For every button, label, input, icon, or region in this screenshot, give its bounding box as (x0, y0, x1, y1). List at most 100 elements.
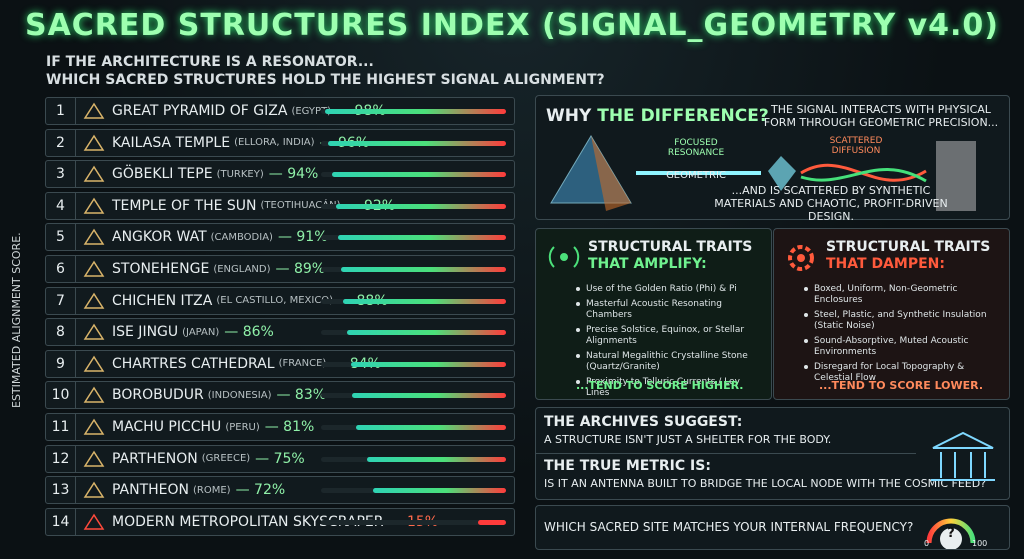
rank: 3 (46, 161, 76, 188)
trait-list: Use of the Golden Ratio (Phi) & Pi Master… (576, 284, 766, 403)
trait: Precise Solstice, Equinox, or Stellar Al… (576, 325, 766, 347)
site-name: CHARTRES CATHEDRAL (112, 355, 275, 372)
gauge-mark: ? (947, 526, 955, 541)
site-name: KAILASA TEMPLE (112, 134, 231, 151)
score-bar (367, 456, 506, 462)
outro: ...AND IS SCATTERED BY SYNTHETIC MATERIA… (714, 184, 948, 223)
icon-shape (83, 229, 105, 246)
score-bar (324, 109, 506, 114)
icon-shape (83, 102, 105, 119)
site-name: ISE JINGU (112, 324, 179, 341)
trait: Use of the Golden Ratio (Phi) & Pi (576, 284, 766, 295)
site-location: (JAPAN) (182, 326, 220, 338)
score-bar (328, 140, 506, 146)
rank: 9 (46, 350, 76, 377)
site-location: (ELLORA, INDIA) (234, 137, 315, 149)
site-icon (76, 351, 112, 377)
bar-track (321, 519, 506, 525)
subtitle: IF THE ARCHITECTURE IS A RESONATOR... (46, 54, 374, 70)
trait: Steel, Plastic, and Synthetic Insulation… (804, 310, 1004, 332)
ranking-row: 13 PANTHEON (ROME) — 72% (45, 476, 515, 505)
rank: 12 (46, 445, 76, 472)
icon-shape (83, 418, 105, 435)
site-name: MODERN METROPOLITAN SKYSCRAPER (112, 513, 384, 530)
panel-subtitle: THAT DAMPEN: (826, 256, 945, 272)
site-icon (76, 193, 112, 219)
site-icon (76, 288, 112, 314)
panel-title: STRUCTURAL TRAITS (826, 239, 991, 255)
rank: 7 (46, 287, 76, 314)
score-label: — 86% (224, 324, 274, 341)
site-location: (EGYPT) (291, 105, 332, 117)
rank: 5 (46, 224, 76, 251)
divider (536, 453, 916, 454)
archives-panel: THE ARCHIVES SUGGEST: A STRUCTURE ISN'T … (535, 407, 1010, 500)
text: A STRUCTURE ISN'T JUST A SHELTER FOR THE… (544, 433, 832, 446)
ranking-row: 11 MACHU PICCHU (PERU) — 81% (45, 413, 515, 441)
bar-track (321, 267, 506, 272)
icon-shape (83, 323, 105, 340)
bar-track (321, 456, 506, 462)
site-name: BOROBUDUR (112, 387, 204, 404)
site-name: MACHU PICCHU (112, 419, 222, 435)
building-icon (936, 141, 976, 211)
bar-track (321, 140, 506, 146)
gauge-min: 0 (924, 539, 930, 548)
score-bar (350, 361, 506, 367)
icon-shape (83, 387, 105, 404)
ranking-row: 6 STONEHENGE (ENGLAND) — 89% (45, 255, 515, 283)
trait: Boxed, Uniform, Non-Geometric Enclosures (804, 284, 1004, 306)
ranking-row: 10 BOROBUDUR (INDONESIA) — 83% (45, 381, 515, 410)
rank: 8 (46, 319, 76, 346)
site-icon (76, 382, 112, 408)
site-location: (ENGLAND) (213, 263, 271, 275)
bar-track (321, 393, 506, 399)
bar-track (321, 425, 506, 430)
gear-icon (788, 245, 814, 271)
label: FOCUSED RESONANCE (667, 138, 725, 158)
heading-part: WHY (546, 106, 592, 126)
bar-track (321, 203, 506, 209)
site-icon (76, 477, 112, 503)
site-name: CHICHEN ITZA (112, 292, 213, 309)
site-icon (76, 414, 112, 440)
antenna-icon (548, 246, 580, 268)
site-location: (ROME) (193, 484, 231, 496)
bar-track (321, 109, 506, 114)
diagram (550, 135, 976, 211)
icon-shape (83, 355, 105, 372)
rank: 1 (46, 98, 76, 124)
rank: 2 (46, 129, 76, 156)
score-bar (343, 298, 506, 304)
question-panel: WHICH SACRED SITE MATCHES YOUR INTERNAL … (535, 505, 1010, 550)
site-location: (PERU) (225, 421, 260, 433)
score-label: — 89% (275, 261, 326, 277)
icon-shape (83, 292, 105, 309)
score-bar (352, 393, 506, 399)
score-label: — 81% (264, 419, 315, 435)
label: SCATTERED DIFFUSION (829, 136, 883, 156)
site-location: (FRANCE) (278, 358, 327, 370)
pyramid-icon (591, 136, 631, 211)
score-bar (372, 488, 506, 494)
label: GEOMETRIC (666, 170, 726, 181)
icon-shape (83, 513, 105, 530)
score-bar (478, 519, 506, 525)
score-bar (356, 425, 506, 430)
bar-track (321, 488, 506, 494)
bar-track (321, 298, 506, 304)
site-name: PANTHEON (112, 482, 190, 499)
site-icon (76, 256, 112, 282)
rank: 10 (46, 382, 76, 409)
site-location: (GREECE) (201, 453, 251, 465)
subtitle: WHICH SACRED STRUCTURES HOLD THE HIGHEST… (46, 72, 605, 88)
score-label: — 72% (235, 482, 286, 499)
site-name: TEMPLE OF THE SUN (112, 197, 257, 214)
icon-shape (83, 134, 105, 151)
site-name: GÖBEKLI TEPE (112, 166, 213, 183)
site-icon (76, 98, 112, 124)
site-location: (INDONESIA) (207, 389, 272, 401)
title: SACRED STRUCTURES INDEX (SIGNAL_GEOMETRY… (24, 8, 1000, 43)
